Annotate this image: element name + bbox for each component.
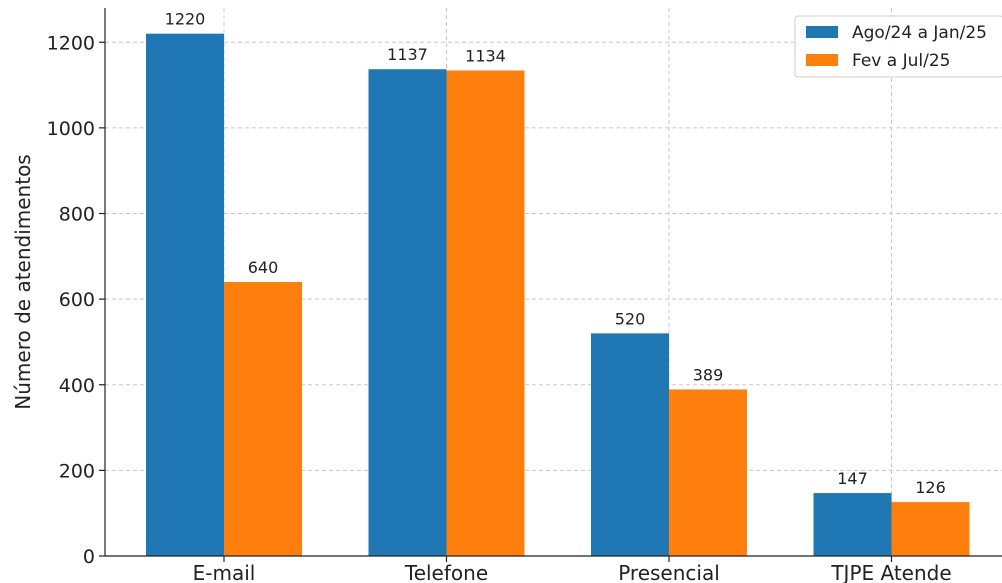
bar-series-2 bbox=[224, 282, 302, 556]
y-tick-label: 400 bbox=[59, 375, 95, 397]
bar-series-1 bbox=[368, 69, 447, 557]
data-label: 389 bbox=[693, 365, 724, 384]
data-label: 1134 bbox=[465, 47, 506, 66]
bar-series-2 bbox=[669, 389, 747, 556]
bar-series-2 bbox=[446, 70, 525, 556]
y-tick-label: 600 bbox=[59, 289, 95, 311]
x-tick-label: Telefone bbox=[404, 561, 488, 583]
data-label: 520 bbox=[615, 309, 646, 328]
legend-swatch-series-1 bbox=[806, 26, 838, 38]
legend: Ago/24 a Jan/25 Fev a Jul/25 bbox=[794, 15, 1002, 78]
data-label: 147 bbox=[837, 469, 868, 488]
x-tick-label: E-mail bbox=[193, 561, 256, 583]
legend-swatch-series-2 bbox=[806, 54, 838, 66]
y-tick-label: 1200 bbox=[47, 32, 95, 54]
data-label: 1137 bbox=[387, 45, 428, 64]
data-labels: 1220 640 1137 1134 520 389 147 126 bbox=[165, 10, 946, 497]
data-label: 126 bbox=[915, 478, 946, 497]
y-tick-label: 200 bbox=[59, 460, 95, 482]
bar-series-2 bbox=[891, 502, 970, 556]
bar-series-1 bbox=[146, 33, 224, 556]
data-label: 1220 bbox=[165, 10, 206, 29]
bars bbox=[146, 33, 970, 557]
y-axis-title: Número de atendimentos bbox=[11, 154, 35, 409]
bar-series-1 bbox=[813, 493, 892, 556]
legend-label-series-2: Fev a Jul/25 bbox=[852, 51, 950, 71]
legend-label-series-1: Ago/24 a Jan/25 bbox=[852, 23, 987, 43]
y-tick-label: 0 bbox=[83, 546, 95, 568]
bar-series-1 bbox=[591, 333, 669, 556]
x-tick-label: Presencial bbox=[618, 561, 720, 583]
x-tick-labels: E-mail Telefone Presencial TJPE Atende bbox=[193, 556, 952, 583]
x-tick-label: TJPE Atende bbox=[830, 561, 951, 583]
axes bbox=[104, 8, 1002, 557]
y-tick-label: 800 bbox=[59, 204, 95, 226]
y-tick-labels: 0 200 400 600 800 1000 1200 bbox=[47, 32, 105, 568]
legend-box bbox=[794, 15, 1002, 78]
data-label: 640 bbox=[248, 258, 279, 277]
y-tick-label: 1000 bbox=[47, 118, 95, 140]
